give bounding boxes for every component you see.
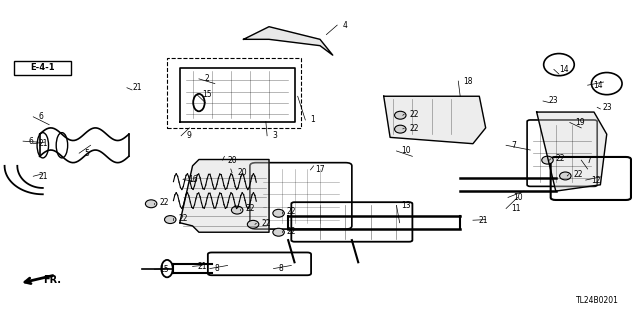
Text: 22: 22 — [261, 219, 271, 228]
Text: FR.: FR. — [43, 275, 61, 285]
Text: 8: 8 — [215, 264, 220, 273]
Text: 21: 21 — [38, 172, 48, 181]
Ellipse shape — [394, 125, 406, 133]
Polygon shape — [537, 112, 607, 191]
Text: 4: 4 — [342, 21, 347, 30]
Text: 22: 22 — [179, 214, 188, 223]
Text: 22: 22 — [556, 154, 565, 163]
Text: 23: 23 — [548, 97, 557, 106]
Text: E-4-1: E-4-1 — [31, 63, 55, 72]
Text: 2: 2 — [204, 74, 209, 83]
Text: 1: 1 — [310, 115, 315, 124]
Polygon shape — [244, 27, 333, 55]
Text: 9: 9 — [186, 131, 191, 140]
Ellipse shape — [164, 216, 176, 224]
Ellipse shape — [394, 111, 406, 119]
Text: 20: 20 — [228, 156, 237, 165]
Text: 17: 17 — [316, 166, 325, 174]
Ellipse shape — [273, 209, 284, 217]
Text: 22: 22 — [409, 110, 419, 119]
Text: 15: 15 — [202, 90, 212, 99]
Text: 23: 23 — [602, 103, 612, 112]
Text: 22: 22 — [287, 207, 296, 217]
Polygon shape — [384, 96, 486, 144]
Text: 7: 7 — [586, 156, 591, 165]
Text: 7: 7 — [511, 141, 516, 150]
Text: 22: 22 — [159, 198, 169, 207]
Text: 12: 12 — [591, 175, 600, 185]
Text: 16: 16 — [188, 175, 198, 184]
Text: 18: 18 — [463, 77, 473, 85]
Text: 22: 22 — [246, 204, 255, 213]
Ellipse shape — [541, 156, 553, 164]
Text: TL24B0201: TL24B0201 — [576, 296, 619, 305]
Text: 5: 5 — [84, 149, 89, 158]
Text: 10: 10 — [401, 146, 411, 155]
Text: 20: 20 — [237, 168, 247, 177]
Text: 22: 22 — [287, 227, 296, 236]
Text: 10: 10 — [513, 193, 523, 202]
Text: 21: 21 — [132, 83, 141, 92]
Text: 15: 15 — [159, 265, 169, 274]
Text: 22: 22 — [409, 124, 419, 133]
Text: 6: 6 — [38, 112, 44, 121]
Text: 21: 21 — [478, 216, 488, 225]
Ellipse shape — [247, 220, 259, 228]
Ellipse shape — [273, 228, 284, 236]
Text: 21: 21 — [198, 262, 207, 271]
Text: 14: 14 — [593, 81, 602, 90]
Text: 21: 21 — [38, 139, 48, 148]
Text: 22: 22 — [573, 170, 583, 179]
Text: 14: 14 — [559, 65, 568, 74]
Text: 3: 3 — [272, 131, 277, 140]
Ellipse shape — [232, 206, 243, 214]
Text: 6: 6 — [28, 137, 33, 146]
Text: 8: 8 — [278, 264, 284, 273]
Text: 11: 11 — [511, 204, 521, 213]
Ellipse shape — [559, 172, 571, 180]
Ellipse shape — [145, 200, 157, 208]
Text: 19: 19 — [575, 118, 584, 127]
Polygon shape — [180, 160, 269, 232]
Text: 13: 13 — [401, 201, 411, 210]
